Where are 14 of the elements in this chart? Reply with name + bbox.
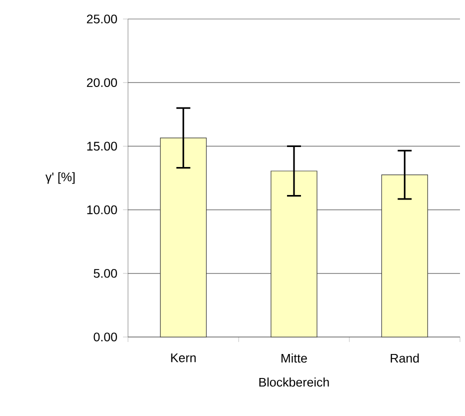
bar <box>270 170 318 338</box>
y-tick-label: 0.00 <box>94 332 117 342</box>
x-tick-label: Kern <box>171 354 196 362</box>
y-tick-label: 20.00 <box>86 78 117 88</box>
y-tick-label: 25.00 <box>86 14 117 24</box>
y-tick-label: 15.00 <box>87 142 117 151</box>
bar <box>381 174 428 338</box>
x-tick-label: Rand <box>390 354 419 363</box>
y-tick-label: 10.00 <box>87 205 117 214</box>
x-tick-label: Mitte <box>282 354 307 363</box>
y-axis-title: γ' [%] <box>45 172 75 184</box>
y-tick-label: 5.00 <box>94 269 117 278</box>
x-axis-title: Blockbereich <box>259 378 329 387</box>
bar <box>160 138 207 338</box>
